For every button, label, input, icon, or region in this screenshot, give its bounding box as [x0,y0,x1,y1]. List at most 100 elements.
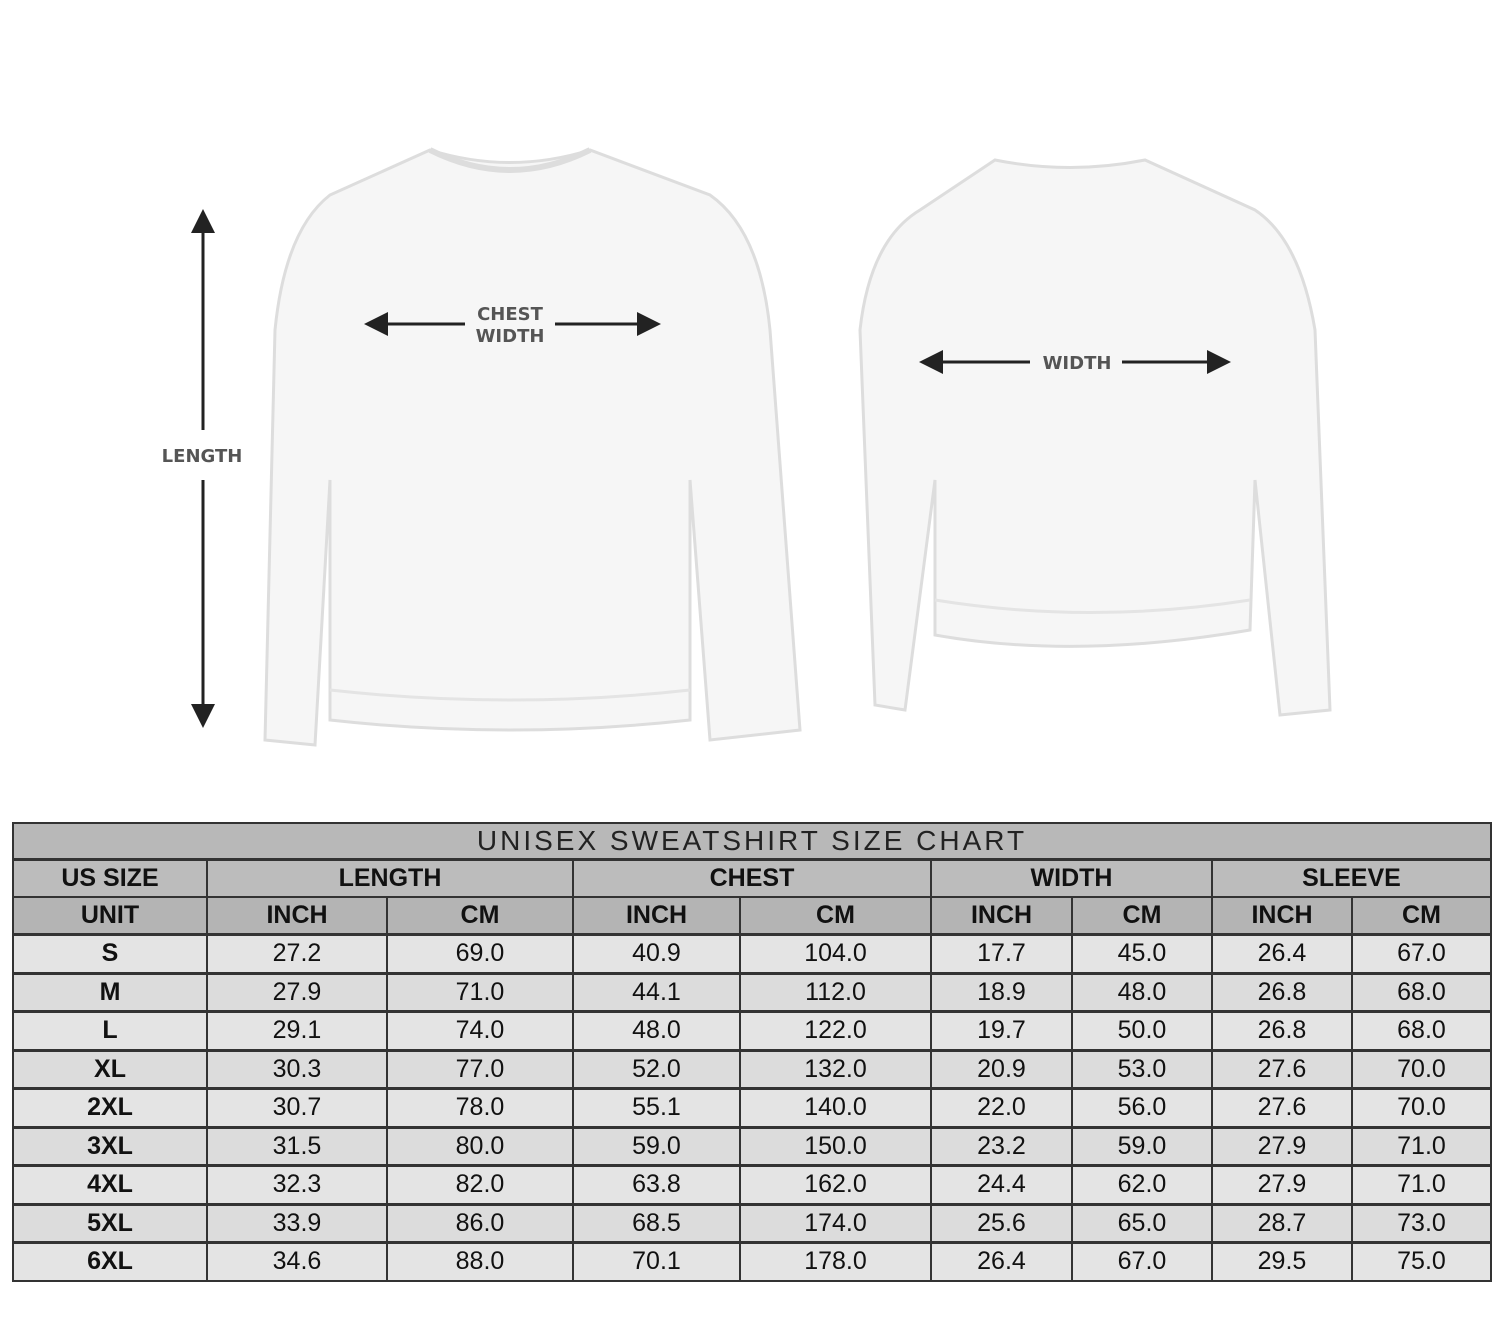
measurement-cell: 27.9 [1211,1164,1353,1205]
measurement-cell: 50.0 [1071,1010,1213,1051]
table-row: S 27.2 69.0 40.9 104.0 17.7 45.0 26.4 67.0 [12,933,1492,974]
measurement-cell: 28.7 [1211,1202,1353,1244]
size-cell: 3XL [12,1125,208,1167]
header-length: LENGTH [206,858,574,898]
size-cell: 5XL [12,1202,208,1244]
measurement-cell: 44.1 [572,971,741,1013]
front-sweatshirt-image [263,147,802,747]
measurement-cell: 80.0 [386,1125,574,1167]
measurement-cell: 40.9 [572,933,741,974]
measurement-cell: 32.3 [206,1164,388,1205]
measurement-cell: 104.0 [739,933,932,974]
measurement-cell: 26.8 [1211,1010,1353,1051]
header-chest: CHEST [572,858,932,898]
table-title: UNISEX SWEATSHIRT SIZE CHART [12,822,1492,861]
measurement-cell: 174.0 [739,1202,932,1244]
measurement-cell: 65.0 [1071,1202,1213,1244]
measurement-cell: 22.0 [930,1087,1073,1128]
measurement-cell: 19.7 [930,1010,1073,1051]
measurement-cell: 29.1 [206,1010,388,1051]
unit-cell: CM [739,896,932,936]
measurement-cell: 27.9 [206,971,388,1013]
measurement-cell: 62.0 [1071,1164,1213,1205]
measurement-cell: 27.2 [206,933,388,974]
measurement-cell: 112.0 [739,971,932,1013]
measurement-cell: 68.0 [1351,1010,1492,1051]
header-width: WIDTH [930,858,1213,898]
measurement-cell: 31.5 [206,1125,388,1167]
measurement-cell: 132.0 [739,1048,932,1090]
measurement-cell: 122.0 [739,1010,932,1051]
measurement-cell: 70.1 [572,1241,741,1282]
size-cell: XL [12,1048,208,1090]
table-row: M 27.9 71.0 44.1 112.0 18.9 48.0 26.8 68.0 [12,971,1492,1013]
measurement-cell: 78.0 [386,1087,574,1128]
measurement-cell: 45.0 [1071,933,1213,974]
measurement-cell: 68.0 [1351,971,1492,1013]
measurement-cell: 23.2 [930,1125,1073,1167]
table-row: 2XL 30.7 78.0 55.1 140.0 22.0 56.0 27.6 70.0 [12,1087,1492,1128]
measurement-cell: 71.0 [1351,1164,1492,1205]
size-cell: 2XL [12,1087,208,1128]
chest-label: CHEST [477,304,544,325]
measurement-cell: 71.0 [386,971,574,1013]
back-sweatshirt-image [858,158,1332,717]
unit-cell: CM [1351,896,1492,936]
measurement-cell: 30.3 [206,1048,388,1090]
table-row: 5XL 33.9 86.0 68.5 174.0 25.6 65.0 28.7 73.0 [12,1202,1492,1244]
measurement-cell: 150.0 [739,1125,932,1167]
measurement-cell: 59.0 [1071,1125,1213,1167]
measurement-cell: 48.0 [1071,971,1213,1013]
measurement-cell: 178.0 [739,1241,932,1282]
size-cell: L [12,1010,208,1051]
measurement-cell: 20.9 [930,1048,1073,1090]
measurement-cell: 140.0 [739,1087,932,1128]
unit-cell: INCH [1211,896,1353,936]
measurement-cell: 69.0 [386,933,574,974]
measurement-cell: 27.6 [1211,1048,1353,1090]
measurement-cell: 48.0 [572,1010,741,1051]
measurement-cell: 33.9 [206,1202,388,1244]
measurement-cell: 53.0 [1071,1048,1213,1090]
measurement-cell: 29.5 [1211,1241,1353,1282]
measurement-cell: 86.0 [386,1202,574,1244]
measurement-cell: 26.8 [1211,971,1353,1013]
table-row: L 29.1 74.0 48.0 122.0 19.7 50.0 26.8 68.0 [12,1010,1492,1051]
measurement-cell: 68.5 [572,1202,741,1244]
measurement-cell: 34.6 [206,1241,388,1282]
chest-width-label: WIDTH [476,326,545,347]
size-chart-table: UNISEX SWEATSHIRT SIZE CHART US SIZE LEN… [12,822,1492,1282]
size-cell: M [12,971,208,1013]
measurement-cell: 18.9 [930,971,1073,1013]
size-cell: 6XL [12,1241,208,1282]
measurement-cell: 82.0 [386,1164,574,1205]
table-row: 4XL 32.3 82.0 63.8 162.0 24.4 62.0 27.9 71.0 [12,1164,1492,1205]
measurement-cell: 74.0 [386,1010,574,1051]
width-label: WIDTH [1043,353,1112,374]
measurement-cell: 24.4 [930,1164,1073,1205]
measurement-cell: 67.0 [1351,933,1492,974]
measurement-cell: 26.4 [930,1241,1073,1282]
measurement-cell: 27.6 [1211,1087,1353,1128]
chest-width-arrow: CHEST WIDTH [364,304,661,347]
unit-cell: INCH [206,896,388,936]
unit-header-row: UNIT INCH CM INCH CM INCH CM INCH CM [12,896,1492,936]
measurement-cell: 55.1 [572,1087,741,1128]
measurement-cell: 27.9 [1211,1125,1353,1167]
size-cell: 4XL [12,1164,208,1205]
measurement-cell: 56.0 [1071,1087,1213,1128]
measurement-cell: 52.0 [572,1048,741,1090]
length-arrow: LENGTH [162,209,242,728]
unit-cell: INCH [930,896,1073,936]
table-row: 6XL 34.6 88.0 70.1 178.0 26.4 67.0 29.5 75.0 [12,1241,1492,1282]
measurement-cell: 88.0 [386,1241,574,1282]
table-row: 3XL 31.5 80.0 59.0 150.0 23.2 59.0 27.9 71.0 [12,1125,1492,1167]
unit-cell: CM [386,896,574,936]
measurement-cell: 59.0 [572,1125,741,1167]
measurement-cell: 162.0 [739,1164,932,1205]
size-cell: S [12,933,208,974]
measurement-cell: 30.7 [206,1087,388,1128]
back-width-arrow: WIDTH [919,350,1231,374]
sweatshirt-illustration: LENGTH CHEST WIDTH WIDTH [162,147,1332,747]
measurement-cell: 73.0 [1351,1202,1492,1244]
